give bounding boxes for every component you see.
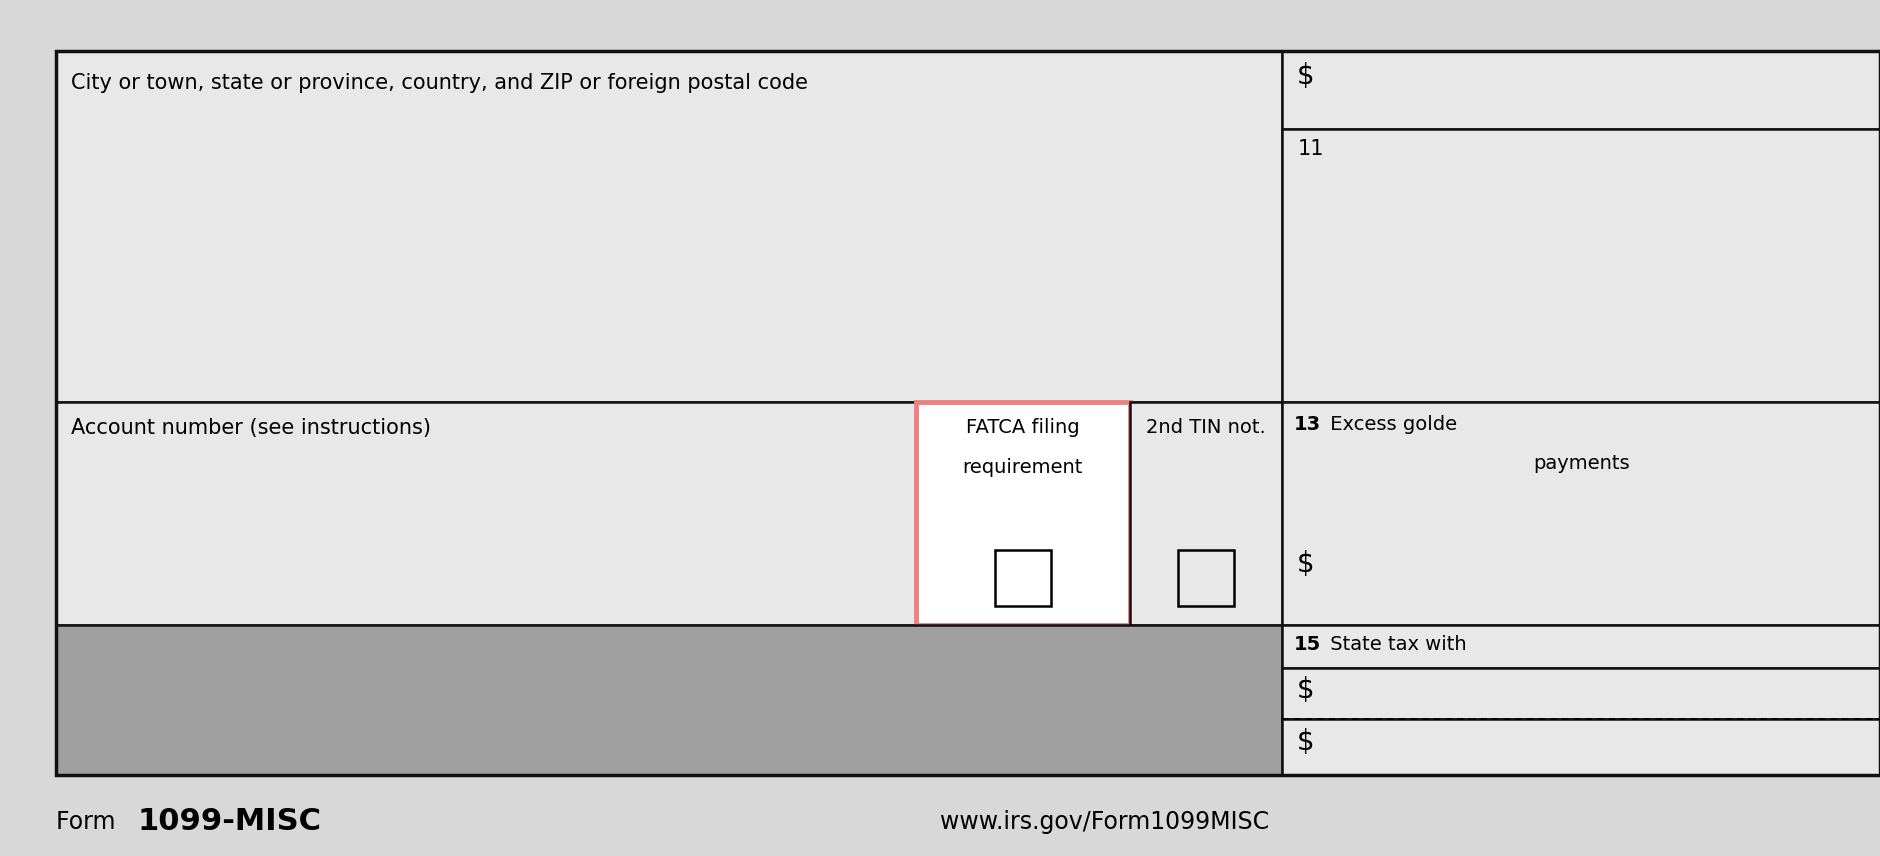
Text: Form: Form: [56, 810, 124, 834]
Bar: [1282, 402, 1880, 625]
Bar: [1282, 625, 1880, 668]
Text: 15: 15: [1293, 635, 1320, 654]
Bar: [56, 625, 1282, 775]
Text: 2nd TIN not.: 2nd TIN not.: [1147, 418, 1265, 437]
Bar: [1282, 128, 1880, 402]
Text: 13: 13: [1293, 415, 1320, 434]
Bar: [995, 550, 1051, 606]
Text: State tax with: State tax with: [1324, 635, 1466, 654]
Text: $: $: [1297, 676, 1314, 704]
Bar: [1177, 550, 1233, 606]
Bar: [1282, 51, 1880, 128]
Text: City or town, state or province, country, and ZIP or foreign postal code: City or town, state or province, country…: [71, 73, 808, 92]
Bar: [56, 51, 1880, 775]
Text: payments: payments: [1532, 454, 1630, 473]
Text: 1099-MISC: 1099-MISC: [137, 807, 321, 836]
Bar: [916, 402, 1130, 625]
Text: $: $: [1297, 728, 1314, 756]
Text: Account number (see instructions): Account number (see instructions): [71, 418, 431, 437]
Bar: [1282, 719, 1880, 775]
Text: 11: 11: [1297, 139, 1324, 159]
Text: $: $: [1297, 550, 1314, 578]
Text: requirement: requirement: [963, 458, 1083, 477]
Bar: [1282, 668, 1880, 719]
Bar: [1130, 402, 1282, 625]
Bar: [56, 51, 1282, 402]
Text: Excess golde: Excess golde: [1324, 415, 1457, 434]
Bar: [56, 402, 916, 625]
Text: www.irs.gov/Form1099MISC: www.irs.gov/Form1099MISC: [940, 810, 1269, 834]
Text: $: $: [1297, 62, 1314, 90]
Text: FATCA filing: FATCA filing: [966, 418, 1079, 437]
